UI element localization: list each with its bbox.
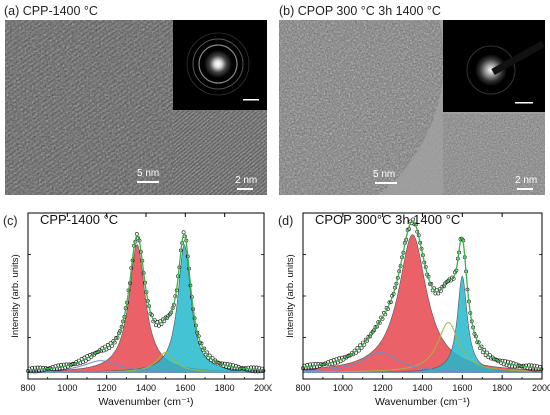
diffraction-pattern-b bbox=[466, 40, 545, 104]
scale-label-b: 5 nm bbox=[373, 169, 396, 180]
chart-title-c: CPP-1400 °C bbox=[40, 212, 118, 227]
x-axis-label-d: Wavenumber (cm⁻¹) bbox=[375, 396, 470, 408]
band-D-c bbox=[27, 244, 265, 373]
hrtem-inset-a: 2 nm bbox=[173, 111, 267, 195]
x-tick-label-d: 1800 bbox=[492, 383, 512, 393]
x-tick-label-c: 1000 bbox=[57, 383, 77, 393]
fit-curve-d bbox=[302, 220, 542, 369]
spectrum-point-d bbox=[539, 367, 544, 372]
scale-bar-a-inset bbox=[237, 188, 253, 190]
x-tick-label-c: 800 bbox=[20, 383, 35, 393]
x-tick-label-d: 2000 bbox=[532, 383, 550, 393]
scale-label-b-inset: 2 nm bbox=[515, 175, 538, 186]
spectrum-point-d bbox=[372, 328, 377, 333]
band-D3-d bbox=[302, 322, 543, 373]
scale-bar-b-inset bbox=[517, 188, 533, 190]
chart-title-d: CPOP 300°C 3h 1400 °C bbox=[315, 212, 460, 227]
hrtem-inset-b: 2 nm bbox=[443, 114, 545, 195]
x-tick-label-d: 1600 bbox=[452, 383, 472, 393]
x-tick-label-c: 2000 bbox=[254, 383, 272, 393]
tem-image-b: 5 nm 2 nm bbox=[279, 20, 545, 195]
chart-panel-label-d: (d) bbox=[278, 214, 293, 228]
x-tick-label-d: 1400 bbox=[412, 383, 432, 393]
raman-chart-c: (c) CPP-1400 °C 800 1000 1200 1400 1600 1800 200… bbox=[3, 212, 272, 408]
x-tick-label-d: 800 bbox=[295, 383, 310, 393]
band-D4-c bbox=[27, 360, 265, 373]
band-D4-d bbox=[302, 351, 543, 373]
chart-panel-label-c: (c) bbox=[3, 214, 18, 228]
y-axis-label-d: Intensity (arb. units) bbox=[285, 254, 296, 337]
x-tick-label-c: 1200 bbox=[97, 383, 117, 393]
raman-chart-d: (d) CPOP 300°C 3h 1400 °C 800 1000 1200 1400 1… bbox=[278, 212, 550, 408]
x-tick-label-c: 1800 bbox=[215, 383, 235, 393]
diffraction-inset-a bbox=[173, 20, 267, 110]
scale-label-a-inset: 2 nm bbox=[235, 175, 258, 186]
fit-curve-c bbox=[28, 232, 264, 371]
tem-image-a: 5 nm bbox=[5, 20, 267, 195]
panel-b-label: (b) CPOP 300 °C 3h 1400 °C bbox=[279, 4, 441, 18]
spectrum-point-c bbox=[134, 232, 139, 236]
scale-bar-a bbox=[137, 181, 159, 183]
scale-bar-b bbox=[375, 182, 397, 184]
panel-a-label: (a) CPP-1400 °C bbox=[4, 4, 98, 18]
diffraction-pattern-a bbox=[186, 32, 259, 101]
x-axis-label-c: Wavenumber (cm⁻¹) bbox=[99, 396, 194, 408]
y-axis-label-c: Intensity (arb. units) bbox=[10, 254, 21, 337]
band-D-d bbox=[302, 234, 543, 373]
x-tick-label-c: 1600 bbox=[175, 383, 195, 393]
x-tick-label-d: 1000 bbox=[333, 383, 353, 393]
x-tick-label-d: 1200 bbox=[373, 383, 393, 393]
diffraction-inset-b bbox=[443, 20, 545, 112]
x-tick-label-c: 1400 bbox=[136, 383, 156, 393]
spectrum-point-c bbox=[261, 368, 266, 373]
scale-label-a: 5 nm bbox=[137, 168, 160, 179]
